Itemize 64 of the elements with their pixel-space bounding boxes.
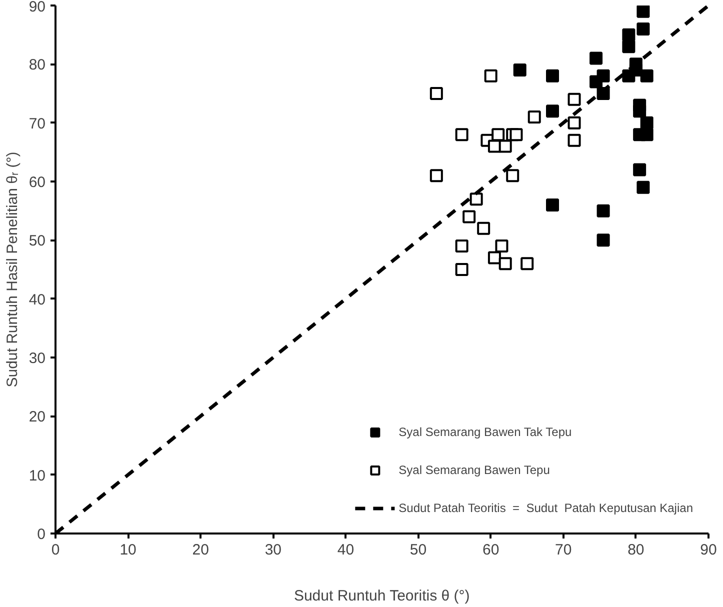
point [596,204,610,218]
x-tick-label: 70 [555,542,572,558]
point [506,169,520,182]
point [430,87,443,100]
point [470,192,483,206]
x-axis-title: Sudut Runtuh Teoritis θ (°) [294,588,470,604]
legend-label: Syal Semarang Bawen Tak Tepu [398,425,572,439]
y-tick-label: 30 [28,350,46,367]
x-tick-label: 40 [337,542,354,558]
point [568,92,581,106]
point [596,69,610,82]
y-tick-label: 80 [28,56,46,74]
point [636,6,650,18]
point [640,69,654,82]
x-tick-label: 0 [51,542,60,558]
y-tick-label: 10 [28,467,46,484]
point [640,128,654,142]
point [488,251,501,264]
point [568,134,581,147]
point [636,22,650,36]
point [622,28,636,42]
y-tick-label: 70 [28,115,46,132]
point [622,40,636,54]
point [513,64,526,77]
x-tick-label: 90 [700,542,717,558]
point [477,222,490,235]
legend-label: Syal Semarang Bawen Tepu [398,463,550,477]
x-tick-label: 80 [628,542,644,558]
point [455,128,468,142]
point [492,128,505,142]
x-tick-label: 10 [120,542,136,558]
y-axis-title: Sudut Runtuh Hasil Penelitian θᵣ (°) [4,152,21,388]
y-tick-label: 60 [28,174,46,191]
point [520,257,534,270]
point [633,163,646,176]
y-tick-label: 40 [28,291,46,308]
point [528,110,541,124]
legend-label: Sudut Patah Teoritis = Sudut Patah Keputusan Kajian [398,501,693,515]
point [546,104,560,118]
point [462,210,476,224]
point [590,52,603,65]
point [640,116,654,130]
y-tick-label: 20 [28,408,46,426]
point [546,69,560,82]
y-tick-label: 0 [37,526,46,543]
point [633,104,646,118]
x-tick-label: 30 [264,542,282,558]
point [484,69,498,82]
x-tick-label: 50 [410,542,427,558]
point [498,140,512,153]
point [455,263,468,276]
y-tick-label: 50 [28,232,46,250]
x-tick-label: 20 [192,542,209,558]
point [568,116,581,130]
point [430,169,443,182]
point [636,180,650,194]
point [596,234,610,247]
point [495,240,508,253]
point [498,257,512,270]
x-tick-label: 60 [482,542,500,558]
point [546,198,560,212]
y-tick-label: 90 [28,0,46,16]
point [455,240,468,253]
point [510,128,523,142]
